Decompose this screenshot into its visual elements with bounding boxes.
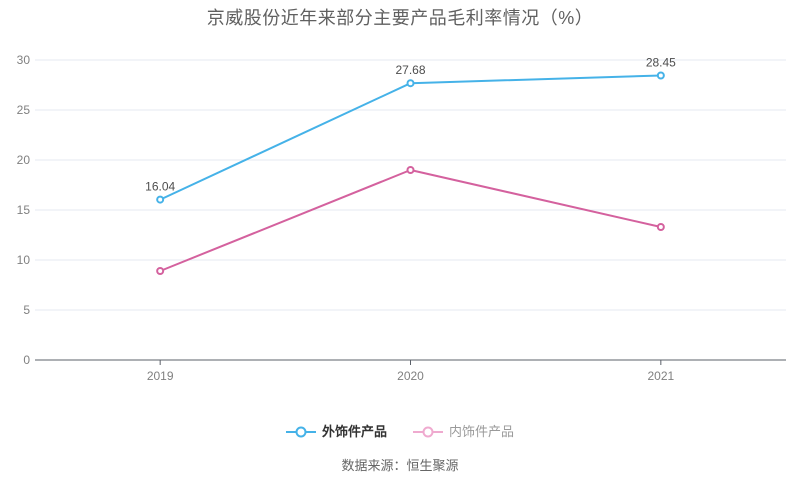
data-point-label: 28.45 [646,56,676,70]
y-axis-tick-label: 15 [17,203,31,217]
data-point-marker[interactable] [156,267,165,275]
legend-label: 内饰件产品 [449,424,515,439]
y-axis-tick-label: 30 [17,53,31,67]
data-point-marker[interactable] [406,166,415,174]
data-point-label: 16.04 [145,180,175,194]
y-axis-tick-label: 10 [17,253,31,267]
y-axis-tick-label: 5 [23,303,30,317]
series-line-内饰件产品 [159,169,662,272]
legend-item-interior-trim[interactable]: 内饰件产品 [413,424,514,440]
series-line-外饰件产品 [159,74,662,201]
x-axis-tick-label: 2021 [647,369,674,383]
data-point-marker[interactable] [656,71,665,80]
chart-title: 京威股份近年来部分主要产品毛利率情况（%） [206,8,594,28]
legend-line-marker-icon [285,426,316,438]
x-axis-tick-label: 2019 [147,369,174,383]
data-point-marker[interactable] [656,223,665,231]
data-source-note: 数据来源：恒生聚源 [341,458,459,473]
y-axis-tick-label: 0 [23,353,30,367]
chart-legend: 外饰件产品 内饰件产品 [0,424,800,440]
legend-line-marker-icon [413,426,443,438]
data-point-label: 27.68 [395,63,425,77]
y-axis-tick-label: 25 [17,103,31,117]
y-axis-tick-label: 20 [17,153,31,167]
line-chart-canvas: 0 5 10 15 20 25 30 2019 2020 2021 16.04 27.68 28.45 [17,53,786,383]
legend-label: 外饰件产品 [321,424,387,439]
legend-item-exterior-trim[interactable]: 外饰件产品 [285,424,387,440]
x-axis-tick-label: 2020 [397,369,424,383]
data-point-marker[interactable] [156,195,165,204]
data-point-marker[interactable] [406,79,415,88]
